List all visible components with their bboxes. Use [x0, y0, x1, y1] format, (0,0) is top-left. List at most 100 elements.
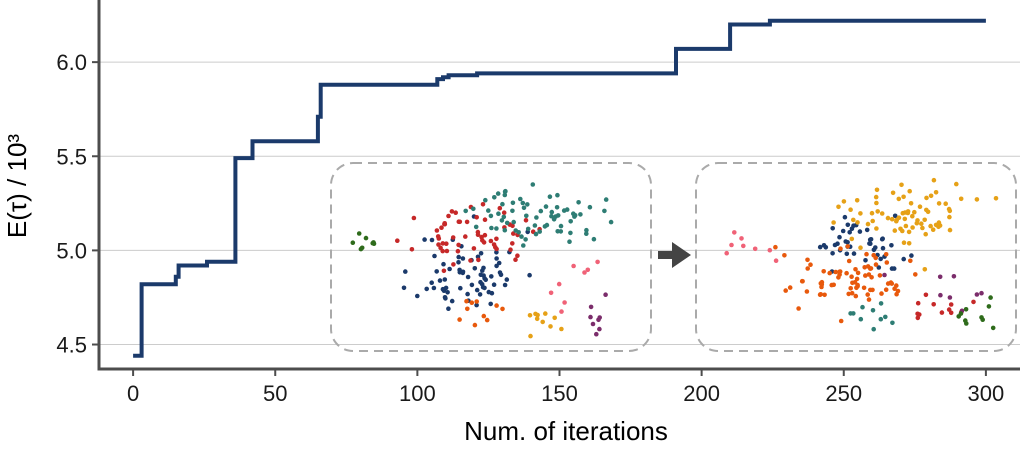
scatter-point — [838, 318, 844, 324]
scatter-point — [900, 228, 905, 234]
scatter-point — [767, 247, 773, 253]
scatter-point — [463, 234, 468, 239]
scatter-point — [943, 201, 948, 206]
scatter-point — [456, 219, 462, 224]
scatter-point — [465, 306, 470, 312]
scatter-point — [741, 243, 746, 249]
scatter-point — [488, 213, 494, 219]
y-tick-label: 4.5 — [56, 333, 87, 358]
scatter-point — [429, 237, 435, 243]
scatter-point — [511, 231, 516, 236]
scatter-point — [896, 215, 902, 220]
scatter-point — [827, 270, 832, 276]
scatter-point — [863, 273, 868, 278]
scatter-point — [449, 298, 455, 304]
scatter-point — [486, 208, 491, 213]
scatter-point — [901, 240, 907, 245]
scatter-point — [530, 182, 536, 187]
scatter-point — [908, 201, 914, 206]
scatter-point — [864, 227, 870, 233]
scatter-point — [453, 210, 459, 215]
scatter-point — [854, 276, 860, 282]
scatter-point — [845, 240, 850, 245]
scatter-point — [739, 236, 744, 241]
scatter-point — [890, 190, 896, 196]
scatter-point — [889, 266, 895, 271]
scatter-point — [851, 217, 856, 223]
scatter-point — [907, 188, 912, 194]
scatter-point — [924, 195, 929, 201]
scatter-point — [830, 251, 835, 256]
scatter-point — [422, 237, 427, 242]
scatter-point — [877, 273, 883, 278]
scatter-point — [474, 299, 480, 304]
scatter-point — [805, 257, 810, 263]
scatter-point — [603, 197, 609, 202]
scatter-point — [894, 218, 899, 224]
scatter-point — [493, 244, 498, 250]
scatter-point — [821, 269, 826, 274]
scatter-point — [913, 272, 918, 277]
scatter-point — [883, 287, 889, 293]
scatter-point — [899, 182, 904, 188]
scatter-point — [894, 291, 899, 297]
scatter-point — [782, 253, 787, 258]
scatter-point — [980, 317, 985, 323]
scatter-point — [523, 218, 529, 223]
scatter-point — [488, 301, 494, 307]
scatter-point — [504, 220, 510, 226]
scatter-point — [878, 316, 884, 322]
scatter-point — [516, 230, 521, 235]
scatter-point — [521, 243, 526, 248]
scatter-point — [990, 325, 996, 331]
x-axis-ticks: 0 50 100 150 200 250 300 — [127, 369, 1004, 406]
scatter-point — [521, 205, 527, 211]
scatter-point — [903, 223, 909, 229]
scatter-point — [363, 235, 369, 241]
scatter-point — [548, 290, 554, 296]
scatter-point — [880, 245, 886, 251]
scatter-point — [817, 244, 823, 250]
scatter-point — [415, 293, 420, 299]
scatter-point — [848, 286, 853, 291]
scatter-point — [473, 224, 479, 230]
scatter-point — [936, 201, 942, 206]
scatter-point — [488, 238, 494, 244]
scatter-point — [578, 212, 583, 217]
scatter-point — [963, 307, 969, 312]
scatter-point — [867, 241, 872, 246]
scatter-point — [796, 306, 801, 311]
scatter-point — [841, 199, 847, 204]
scatter-point — [358, 246, 364, 252]
scatter-point — [874, 187, 880, 193]
scatter-point — [411, 215, 417, 221]
scatter-point — [883, 314, 888, 320]
scatter-point — [773, 244, 778, 250]
scatter-point — [732, 230, 737, 235]
scatter-point — [510, 208, 515, 214]
scatter-point — [923, 231, 928, 237]
scatter-point — [538, 208, 544, 214]
scatter-point — [444, 241, 449, 246]
scatter-point — [475, 229, 481, 235]
scatter-point — [920, 225, 925, 231]
scatter-point — [403, 269, 408, 274]
scatter-point — [436, 236, 442, 241]
scatter-point — [502, 192, 508, 198]
scatter-point — [831, 282, 836, 288]
scatter-point — [836, 204, 841, 210]
scatter-point — [543, 204, 549, 209]
scatter-point — [489, 225, 494, 231]
scatter-point — [491, 282, 497, 288]
scatter-point — [873, 255, 878, 261]
scatter-point — [464, 219, 470, 225]
scatter-point — [892, 286, 897, 292]
scatter-point — [440, 286, 446, 292]
scatter-point — [549, 209, 555, 215]
scatter-point — [855, 220, 860, 225]
scatter-point — [951, 274, 957, 279]
scatter-point — [909, 253, 914, 258]
scatter-point — [873, 194, 879, 200]
scatter-point — [854, 285, 859, 291]
scatter-point — [946, 206, 952, 212]
